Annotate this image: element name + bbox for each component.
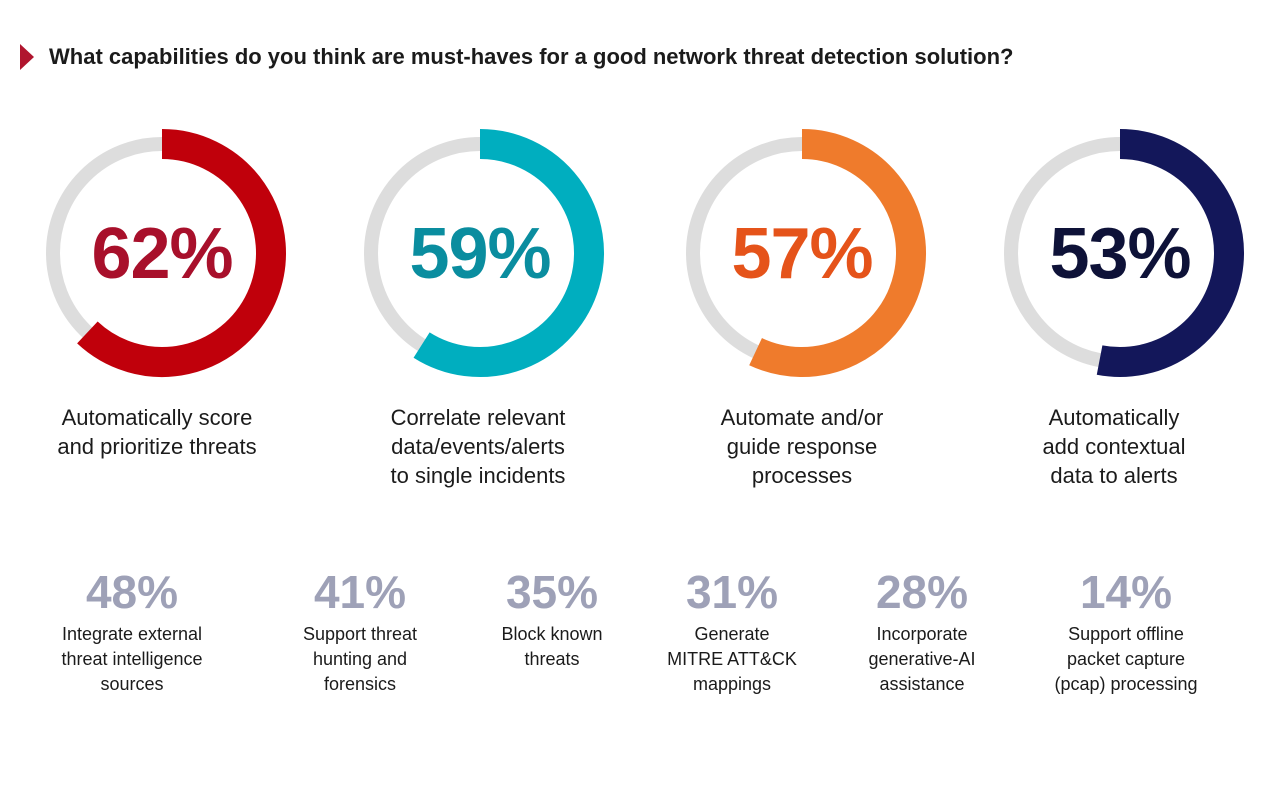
donut-chart-4: 53%	[988, 120, 1252, 386]
donut-arc-1	[77, 129, 286, 377]
stat-label-3-line-2: threats	[524, 649, 580, 669]
donut-arc-3	[749, 129, 926, 377]
donut-label-2: Correlate relevant data/events/alerts to…	[333, 403, 623, 490]
title-marker-icon	[20, 44, 34, 70]
donut-value-1: 62%	[91, 214, 233, 294]
donut-label-4: Automatically add contextual data to ale…	[969, 403, 1259, 490]
stat-label-3-line-1: Block known	[501, 624, 603, 644]
donut-arc-2	[413, 129, 604, 377]
stat-label-5-line-3: assistance	[879, 674, 965, 694]
stat-label-1-line-1: Integrate external	[61, 624, 203, 644]
donut-value-3: 57%	[731, 214, 873, 294]
donut-ring-2	[364, 129, 604, 377]
stat-label-3: Block known threats	[454, 622, 650, 672]
donut-arc-4	[1096, 129, 1244, 377]
donut-label-3-line-1: Automate and/or	[720, 405, 884, 430]
stat-label-2: Support threat hunting and forensics	[262, 622, 458, 697]
stat-label-5-line-2: generative-AI	[868, 649, 976, 669]
stat-value-4: 31%	[685, 566, 779, 618]
donut-label-4-line-1: Automatically	[1048, 405, 1180, 430]
donut-chart-3: 57%	[670, 120, 934, 386]
donut-label-4-line-3: data to alerts	[1050, 463, 1178, 488]
stat-label-1-line-3: sources	[100, 674, 164, 694]
donut-chart-1: 62%	[30, 120, 294, 386]
stat-label-2-line-3: forensics	[323, 674, 397, 694]
stat-label-2-line-1: Support threat	[302, 624, 418, 644]
donut-value-4: 53%	[1049, 214, 1191, 294]
stat-item-5: 28% Incorporate generative-AI assistance	[824, 566, 1020, 697]
stat-label-6-line-3: (pcap) processing	[1054, 674, 1198, 694]
chart-title: What capabilities do you think are must-…	[49, 44, 1014, 69]
stat-label-5: Incorporate generative-AI assistance	[824, 622, 1020, 697]
donut-label-1-line-2: and prioritize threats	[57, 434, 257, 459]
donut-label-2-line-2: data/events/alerts	[391, 434, 565, 459]
stat-value-6: 14%	[1079, 566, 1173, 618]
stat-label-6: Support offline packet capture (pcap) pr…	[1028, 622, 1224, 697]
stat-label-4-line-2: MITRE ATT&CK	[667, 649, 797, 669]
donut-ring-1	[46, 129, 286, 377]
donut-ring-4	[1004, 129, 1244, 377]
donut-label-2-line-1: Correlate relevant	[390, 405, 566, 430]
stat-label-4: Generate MITRE ATT&CK mappings	[634, 622, 830, 697]
donut-label-1: Automatically score and prioritize threa…	[12, 403, 302, 461]
stat-item-3: 35% Block known threats	[454, 566, 650, 672]
chart-header: What capabilities do you think are must-…	[20, 40, 1013, 74]
stat-label-5-line-1: Incorporate	[876, 624, 968, 644]
stat-label-1: Integrate external threat intelligence s…	[34, 622, 230, 697]
stat-label-4-line-3: mappings	[692, 674, 772, 694]
donut-label-3-line-2: guide response	[726, 434, 878, 459]
stat-label-6-line-2: packet capture	[1066, 649, 1186, 669]
donut-label-1-line-1: Automatically score	[61, 405, 253, 430]
donut-value-2: 59%	[409, 214, 551, 294]
donut-chart-2: 59%	[348, 120, 612, 386]
stat-item-2: 41% Support threat hunting and forensics	[262, 566, 458, 697]
stat-item-4: 31% Generate MITRE ATT&CK mappings	[634, 566, 830, 697]
stat-value-3: 35%	[505, 566, 599, 618]
donut-label-3-line-3: processes	[751, 463, 853, 488]
stat-label-1-line-2: threat intelligence	[61, 649, 203, 669]
stat-value-2: 41%	[313, 566, 407, 618]
stat-item-6: 14% Support offline packet capture (pcap…	[1028, 566, 1224, 697]
stat-label-4-line-1: Generate	[694, 624, 770, 644]
donut-label-2-line-3: to single incidents	[390, 463, 566, 488]
donut-ring-3	[686, 129, 926, 377]
stat-label-2-line-2: hunting and	[312, 649, 408, 669]
stat-item-1: 48% Integrate external threat intelligen…	[34, 566, 230, 697]
stat-label-6-line-1: Support offline	[1068, 624, 1184, 644]
stat-value-5: 28%	[875, 566, 969, 618]
donut-label-3: Automate and/or guide response processes	[657, 403, 947, 490]
stat-value-1: 48%	[85, 566, 179, 618]
donut-label-4-line-2: add contextual	[1042, 434, 1186, 459]
